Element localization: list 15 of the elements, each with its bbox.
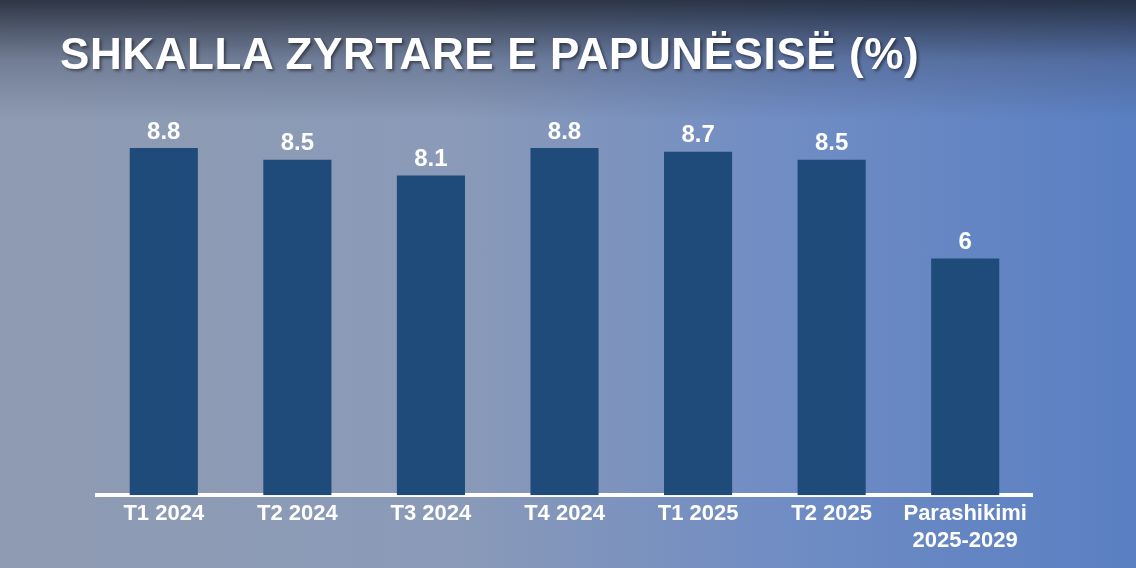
x-tick-label: T1 2024 [123,500,205,526]
x-tick-label: T1 2025 [657,500,739,526]
data-label: 8.8 [147,116,181,144]
data-label: 8.8 [547,116,582,144]
x-tick-label: Parashikimi 2025-2029 [903,500,1027,552]
data-label: 8.5 [814,128,849,156]
x-tick-label: T2 2024 [256,500,339,526]
data-label: 8.7 [681,120,715,148]
data-label: 8.1 [414,144,448,172]
x-tick-label: T4 2024 [524,500,606,526]
chart-title: SHKALLA ZYRTARE E PAPUNËSISË (%) [60,29,920,78]
x-tick-label: T3 2024 [390,500,473,526]
x-tick-label: T2 2025 [791,500,873,526]
data-label: 6 [958,227,972,255]
data-label: 8.5 [280,128,315,156]
